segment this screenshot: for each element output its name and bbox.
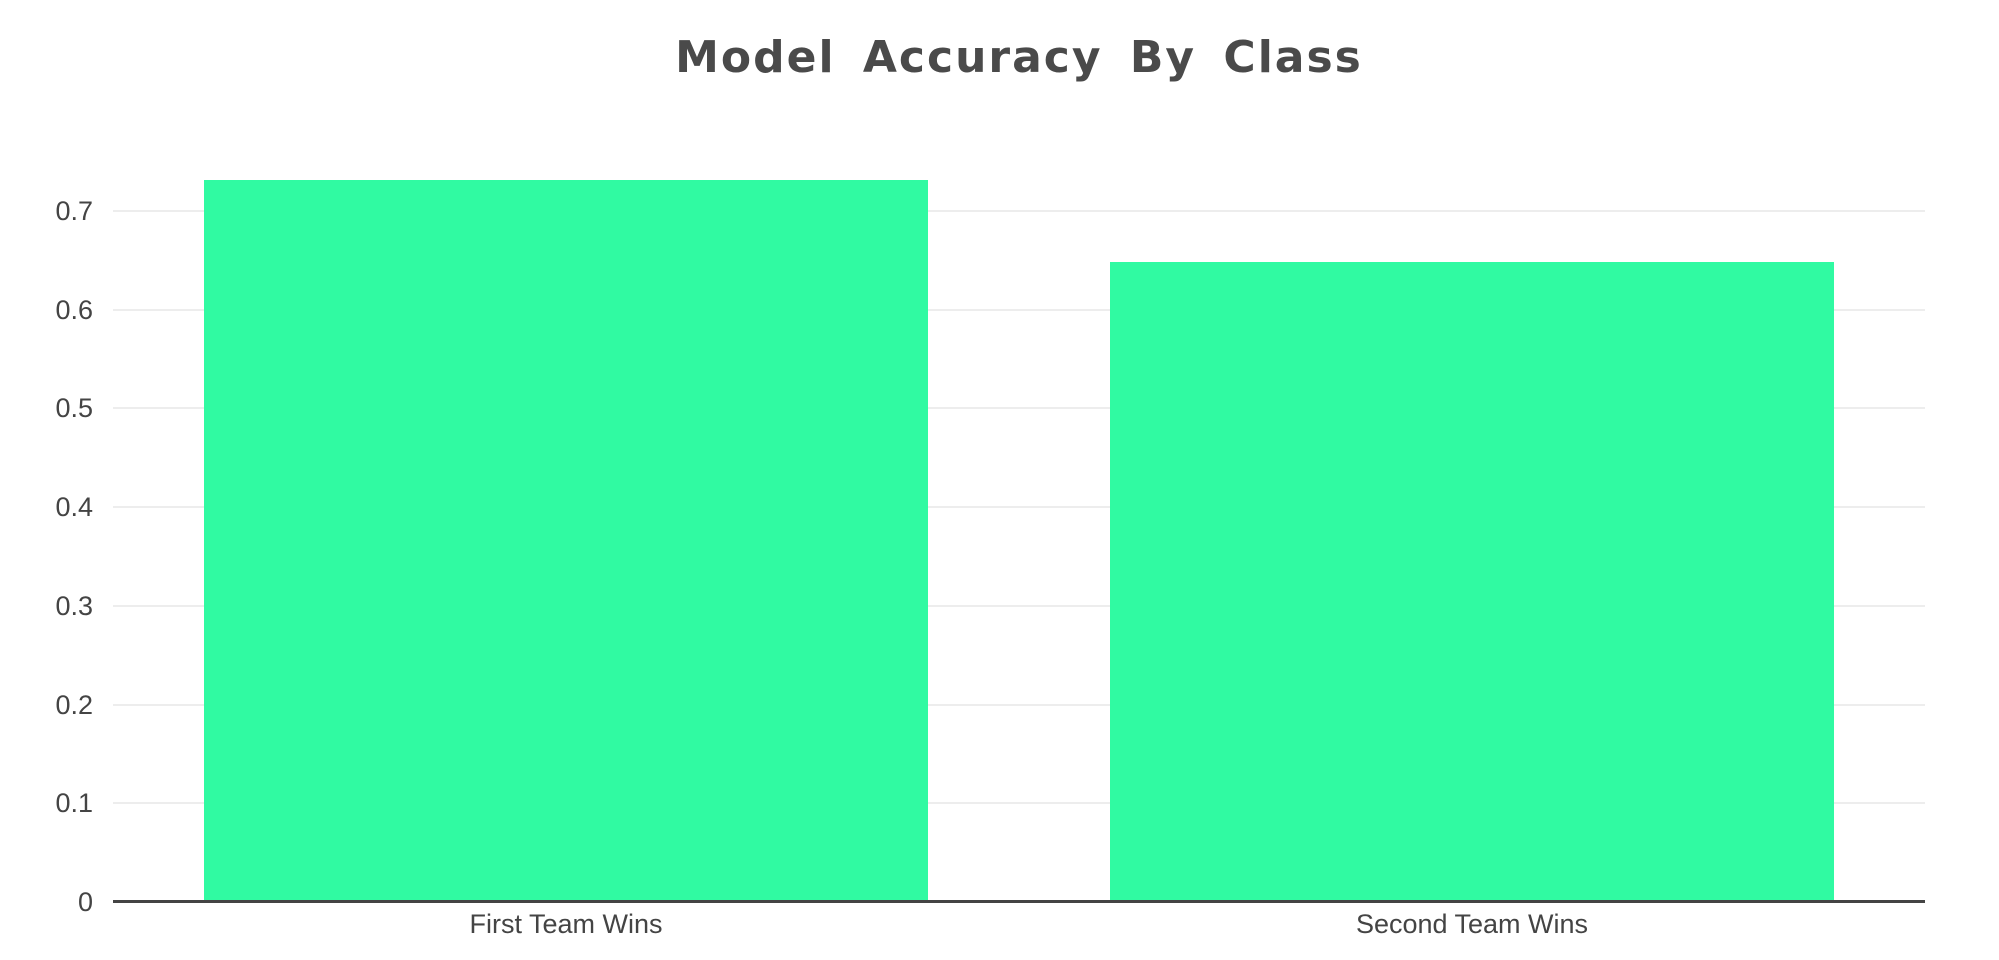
- bar-first-team-wins: [203, 180, 929, 902]
- y-tick-label: 0: [77, 887, 93, 917]
- chart-title: Model Accuracy By Class: [675, 32, 1363, 83]
- y-tick-label: 0.5: [55, 393, 93, 424]
- gridline: [113, 308, 1925, 311]
- y-tick-label: 0.1: [55, 788, 93, 819]
- bar-second-team-wins: [1109, 262, 1835, 902]
- x-tick-label: First Team Wins: [469, 909, 663, 939]
- gridline: [113, 703, 1925, 706]
- y-tick-label: 0.4: [55, 492, 93, 523]
- y-tick-label: 0.2: [55, 689, 93, 720]
- y-tick-label: 0.7: [55, 196, 93, 227]
- gridline: [113, 210, 1925, 213]
- y-tick-label: 0.6: [55, 294, 93, 325]
- gridline: [113, 604, 1925, 607]
- gridline: [113, 407, 1925, 410]
- x-axis-line: [113, 900, 1925, 903]
- plot-area: [113, 140, 1925, 903]
- gridline: [113, 506, 1925, 509]
- gridline: [113, 802, 1925, 805]
- x-tick-label: Second Team Wins: [1355, 909, 1589, 939]
- y-tick-label: 0.3: [55, 590, 93, 621]
